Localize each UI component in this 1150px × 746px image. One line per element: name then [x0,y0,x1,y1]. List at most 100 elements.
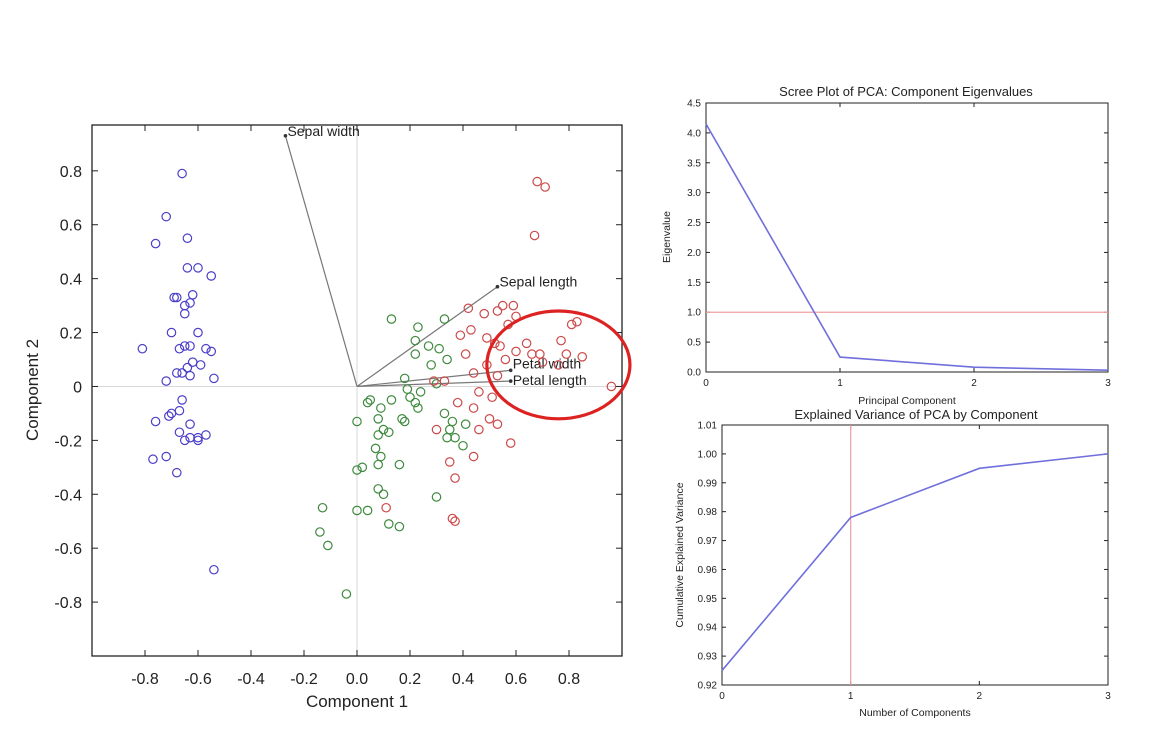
scatter-point-virginica [521,338,532,349]
scatter-point-setosa [169,292,179,303]
scatter-point-versicolor [323,540,333,551]
scatter-point-versicolor [376,451,386,462]
scatter-point-virginica [479,308,489,319]
loading-vector-label: Petal length [513,372,587,388]
scatter-point-versicolor [341,589,352,599]
evar-frame [721,424,1109,686]
loading-vector-tip [508,368,513,373]
scatter-point-versicolor [373,430,383,440]
scatter-point-setosa [179,308,190,319]
evar-x-tick-label: 1 [848,691,854,702]
scatter-point-virginica [500,354,511,365]
scree-series-line [705,123,1109,372]
scatter-point-versicolor [397,414,407,424]
scatter-point-versicolor [383,427,394,438]
scatter-point-virginica [495,341,505,351]
evar-y-tick-label: 0.94 [698,623,718,634]
evar-y-tick-label: 0.99 [698,478,718,489]
scatter-point-versicolor [352,416,362,427]
scatter-point-setosa [172,292,182,303]
scatter-point-versicolor [442,354,452,365]
evar-x-axis-label: Number of Components [859,707,970,719]
scatter-point-versicolor [315,527,325,537]
scatter-point-versicolor [378,489,389,500]
evar-y-tick-label: 0.93 [698,652,718,663]
scatter-point-versicolor [399,373,410,384]
scatter-point-virginica [468,368,479,378]
biplot-ticks: -0.8 -0.6 -0.4 -0.2 0.0 0.2 0.4 0.6 0.8 -0.8 -0.6 -… [54,125,622,688]
explained-variance-chart: Explained Variance of PCA by Component 0… [674,407,1111,719]
evar-y-tick-label: 1.01 [698,421,718,432]
evar-y-tick-label: 0.95 [698,594,718,605]
scree-x-tick-label: 3 [1105,378,1111,389]
biplot-y-tick-label: -0.2 [54,433,82,450]
scatter-point-versicolor [378,424,389,435]
scatter-point-versicolor [376,403,386,413]
biplot-x-tick-label: 0.2 [399,671,421,688]
scatter-point-setosa [209,564,219,575]
scatter-point-setosa [179,435,190,446]
scatter-point-versicolor [410,397,421,408]
scree-title: Scree Plot of PCA: Component Eigenvalues [779,84,1033,99]
scatter-point-versicolor [405,392,415,403]
scatter-point-setosa [193,435,203,446]
scree-x-tick-label: 1 [837,378,843,389]
scatter-point-virginica [487,392,497,403]
scatter-point-virginica [468,451,479,462]
scatter-point-setosa [179,341,190,351]
scatter-point-versicolor [447,416,458,427]
scree-frame [705,102,1109,373]
evar-y-tick-label: 0.97 [698,536,718,547]
scatter-point-setosa [185,341,195,351]
scree-y-tick-label: 3.5 [687,158,701,169]
scree-y-tick-label: 0.0 [687,368,701,379]
scatter-point-setosa [195,360,206,370]
scatter-point-virginica [381,502,391,513]
scatter-point-setosa [187,357,198,367]
loading-vector [356,286,498,387]
biplot-y-tick-label: 0.2 [60,326,82,343]
loading-vector [284,135,358,387]
scree-y-tick-label: 4.0 [687,128,701,139]
scatter-point-setosa [201,430,211,440]
biplot-y-tick-label: 0.6 [60,218,82,235]
scatter-point-versicolor [431,492,442,502]
scatter-point-virginica [452,397,463,408]
scatter-point-virginica [439,376,450,386]
biplot-x-tick-label: 0.4 [452,671,474,688]
scatter-point-setosa [177,395,187,405]
scatter-point-setosa [179,300,190,311]
scatter-point-versicolor [458,440,468,451]
evar-y-tick-label: 0.92 [698,681,718,692]
scatter-point-setosa [174,427,185,438]
scatter-point-versicolor [410,335,421,346]
scatter-point-virginica [429,376,439,386]
evar-y-tick-label: 1.00 [698,449,718,460]
scatter-point-setosa [185,370,195,381]
scatter-point-setosa [206,346,217,357]
evar-series [721,453,1109,672]
scatter-point-versicolor [415,387,426,397]
scree-plot-chart: Scree Plot of PCA: Component Eigenvalues… [661,84,1111,407]
scatter-point-setosa [209,373,219,384]
scatter-point-versicolor [362,505,373,516]
scatter-point-setosa [185,419,195,429]
scatter-point-setosa [182,362,193,373]
scatter-point-virginica [492,419,503,429]
scatter-point-virginica [508,300,519,311]
scatter-point-versicolor [386,395,397,405]
scatter-point-virginica [553,360,564,370]
biplot-zero-lines [92,125,622,656]
biplot-x-tick-label: 0.8 [558,671,580,688]
biplot-y-tick-label: 0.8 [60,164,82,181]
scree-y-axis-label: Eigenvalue [661,211,673,263]
scatter-point-virginica [492,306,503,316]
scatter-point-setosa [193,327,203,338]
scatter-point-setosa [137,343,148,354]
scatter-point-virginica [466,325,476,335]
scatter-point-virginica [561,349,572,359]
biplot-x-tick-label: 0.6 [505,671,527,688]
biplot-y-tick-label: -0.8 [54,595,82,612]
